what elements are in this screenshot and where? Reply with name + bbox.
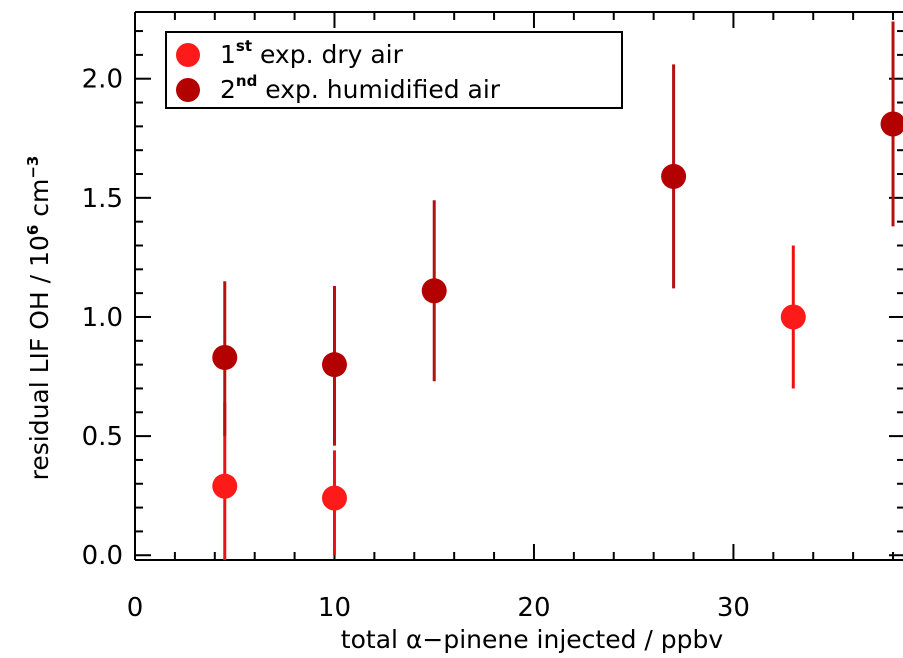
y-axis-title-unit: cm bbox=[25, 179, 54, 225]
legend-label-series-1: 1st exp. dry air bbox=[220, 37, 404, 69]
x-tick-label: 10 bbox=[318, 593, 351, 623]
data-point bbox=[321, 352, 347, 378]
x-tick-label: 0 bbox=[127, 593, 144, 623]
legend-box bbox=[165, 31, 623, 109]
series-2 bbox=[212, 21, 903, 446]
x-axis-title: total α−pinene injected / ppbv bbox=[341, 625, 724, 654]
y-tick-label: 0.5 bbox=[82, 422, 123, 452]
y-tick-label: 2.0 bbox=[82, 65, 123, 95]
legend-label-series-2: 2nd exp. humidified air bbox=[220, 72, 501, 104]
x-tick-label: 30 bbox=[717, 593, 750, 623]
y-tick-label: 0.0 bbox=[82, 541, 123, 571]
y-tick-label: 1.0 bbox=[82, 303, 123, 333]
data-point bbox=[780, 304, 806, 330]
data-point bbox=[212, 473, 238, 499]
series-1 bbox=[212, 245, 806, 560]
data-point bbox=[421, 278, 447, 304]
data-point bbox=[212, 344, 238, 370]
x-tick-label: 20 bbox=[517, 593, 550, 623]
legend-marker-series-2 bbox=[176, 78, 200, 102]
legend-marker-series-1 bbox=[176, 43, 200, 67]
y-axis: 0.0 0.5 1.0 1.5 2.0 bbox=[82, 30, 903, 571]
legend: 1st exp. dry air 2nd exp. humidified air bbox=[165, 31, 623, 109]
plot-area bbox=[212, 21, 903, 560]
data-point bbox=[661, 163, 687, 189]
data-point bbox=[321, 485, 347, 511]
data-point bbox=[880, 111, 903, 137]
y-axis-title-prefix: residual LIF OH / 10 bbox=[25, 235, 54, 480]
y-axis-title-exponent: 6 bbox=[24, 225, 42, 235]
y-axis-title: residual LIF OH / 106 cm−3 bbox=[24, 156, 54, 481]
y-axis-title-unit-exponent: −3 bbox=[24, 156, 42, 179]
y-tick-label: 1.5 bbox=[82, 184, 123, 214]
